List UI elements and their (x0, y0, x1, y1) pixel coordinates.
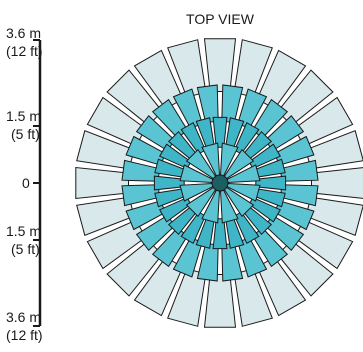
inner-zone-segment (158, 196, 192, 223)
outer-zone-segment (203, 274, 237, 328)
svg-text:1.5 m: 1.5 m (6, 108, 41, 124)
inner-zone-segment (233, 211, 260, 245)
scale-label-upper-mid: 1.5 m (5 ft) (6, 108, 41, 142)
inner-zone-segment (255, 175, 287, 191)
outer-zone-segment (311, 167, 363, 199)
outer-zone-segment (75, 166, 129, 200)
scale-label-lower-mid: 1.5 m (5 ft) (6, 223, 41, 257)
sensor-center (211, 174, 229, 192)
scale-label-bottom: 3.6 m (12 ft) (6, 309, 43, 343)
inner-zone-segment (158, 143, 192, 170)
inner-zone-segment (153, 175, 185, 191)
svg-text:1.5 m: 1.5 m (6, 223, 41, 239)
inner-zone-segment (212, 116, 228, 148)
svg-text:0: 0 (22, 175, 30, 191)
scale-label-top: 3.6 m (12 ft) (6, 25, 43, 59)
outer-zone-segment (203, 38, 237, 92)
svg-text:(12 ft): (12 ft) (6, 327, 43, 343)
svg-text:3.6 m: 3.6 m (6, 309, 41, 325)
scale-bar (33, 39, 42, 327)
inner-zone-segment (248, 143, 282, 170)
svg-text:(12 ft): (12 ft) (6, 43, 43, 59)
diagram-title: TOP VIEW (186, 11, 255, 27)
svg-text:(5 ft): (5 ft) (11, 126, 40, 142)
scale-label-zero: 0 (22, 175, 30, 191)
inner-zone-segment (212, 218, 228, 250)
svg-text:(5 ft): (5 ft) (11, 241, 40, 257)
svg-text:3.6 m: 3.6 m (6, 25, 41, 41)
inner-zone-segment (180, 211, 207, 245)
inner-zone-segment (233, 121, 260, 155)
inner-zone-segment (248, 196, 282, 223)
detection-zones (75, 38, 363, 328)
inner-zone-segment (180, 121, 207, 155)
